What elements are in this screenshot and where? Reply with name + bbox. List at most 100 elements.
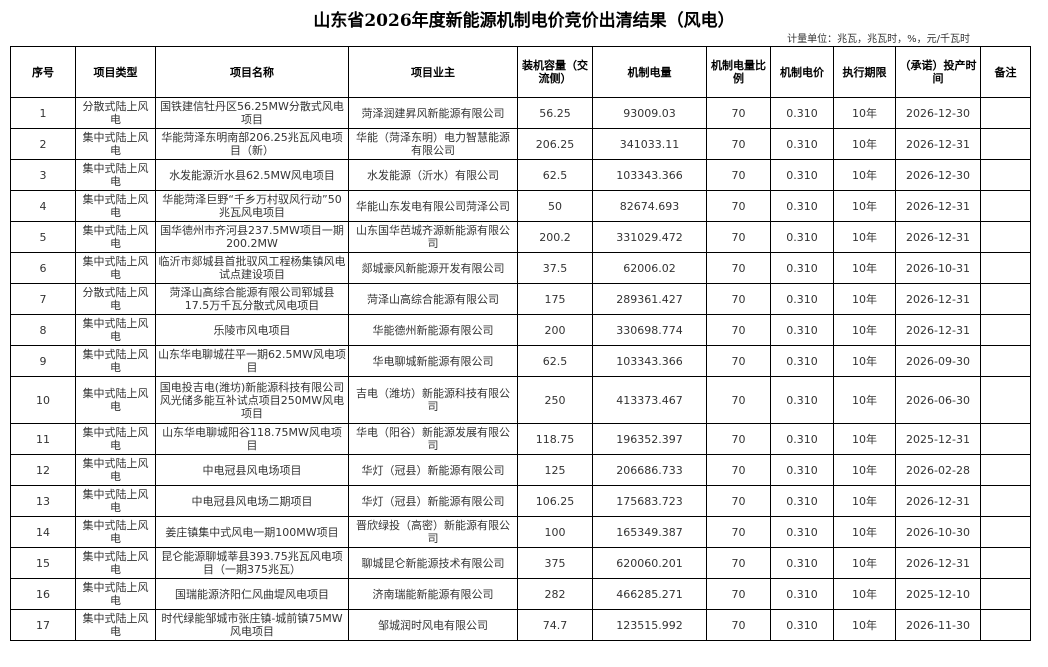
empty-cell xyxy=(980,578,1031,610)
table-cell: 10年 xyxy=(833,485,896,517)
table-cell: 华电聊城新能源有限公司 xyxy=(348,345,518,377)
table-cell: 206.25 xyxy=(517,128,593,160)
table-cell: 集中式陆上风电 xyxy=(75,578,156,610)
table-cell: 175683.723 xyxy=(592,485,707,517)
table-cell: 2026-02-28 xyxy=(895,454,981,486)
empty-cell xyxy=(980,97,1031,129)
table-cell: 341033.11 xyxy=(592,128,707,160)
table-row: 3 集中式陆上风电 水发能源沂水县62.5MW风电项目 水发能源（沂水）有限公司 62.… xyxy=(10,159,1031,191)
table-row: 1 分散式陆上风电 国铁建信牡丹区56.25MW分散式风电项目 菏泽润建昇风新能源有限… xyxy=(10,97,1031,129)
table-cell: 70 xyxy=(706,423,771,455)
table-cell: 200.2 xyxy=(517,221,593,253)
table-cell: 250 xyxy=(517,376,593,424)
empty-cell xyxy=(980,376,1031,424)
empty-cell xyxy=(980,485,1031,517)
table-cell: 62.5 xyxy=(517,159,593,191)
table-cell: 临沂市郯城县首批驭风工程杨集镇风电试点建设项目 xyxy=(155,252,349,284)
table-cell: 70 xyxy=(706,314,771,346)
table-cell: 0.310 xyxy=(770,159,834,191)
empty-cell xyxy=(980,159,1031,191)
table-cell: 2026-12-30 xyxy=(895,97,981,129)
table-cell: 2026-09-30 xyxy=(895,345,981,377)
table-row: 12 集中式陆上风电 中电冠县风电场项目 华灯（冠县）新能源有限公司 125 206686… xyxy=(10,454,1031,486)
column-header: 序号 xyxy=(10,46,76,98)
table-cell: 620060.201 xyxy=(592,547,707,579)
table-cell: 50 xyxy=(517,190,593,222)
table-cell: 集中式陆上风电 xyxy=(75,454,156,486)
column-header: 项目类型 xyxy=(75,46,156,98)
table-cell: 0.310 xyxy=(770,578,834,610)
table-cell: 华灯（冠县）新能源有限公司 xyxy=(348,454,518,486)
column-header: 项目名称 xyxy=(155,46,349,98)
header-row: 序号 项目类型 项目名称 项目业主 装机容量（交流侧） 机制电量 机制电量比例 机制电价 执行期… xyxy=(10,46,1031,98)
title: 山东省2026年度新能源机制电价竞价出清结果（风电） xyxy=(313,11,735,31)
table-cell: 10年 xyxy=(833,376,896,424)
table-cell: 昆仑能源聊城莘县393.75兆瓦风电项目（一期375兆瓦） xyxy=(155,547,349,579)
table-cell: 93009.03 xyxy=(592,97,707,129)
table-cell: 9 xyxy=(10,345,76,377)
table-cell: 2026-12-30 xyxy=(895,159,981,191)
table-cell: 集中式陆上风电 xyxy=(75,128,156,160)
table-body: 1 分散式陆上风电 国铁建信牡丹区56.25MW分散式风电项目 菏泽润建昇风新能源有限… xyxy=(10,97,1031,641)
table-cell: 70 xyxy=(706,376,771,424)
table-cell: 106.25 xyxy=(517,485,593,517)
table-cell: 华能山东发电有限公司菏泽公司 xyxy=(348,190,518,222)
column-header: 机制电价 xyxy=(770,46,834,98)
table-row: 16 集中式陆上风电 国瑞能源济阳仁风曲堤风电项目 济南瑞能新能源有限公司 282 466… xyxy=(10,578,1031,610)
table-cell: 中电冠县风电场项目 xyxy=(155,454,349,486)
table-cell: 山东国华芭城齐源新能源有限公司 xyxy=(348,221,518,253)
table-row: 10 集中式陆上风电 国电投吉电(潍坊)新能源科技有限公司风光储多能互补试点项目25… xyxy=(10,376,1031,424)
table-cell: 12 xyxy=(10,454,76,486)
table-cell: 375 xyxy=(517,547,593,579)
table-row: 15 集中式陆上风电 昆仑能源聊城莘县393.75兆瓦风电项目（一期375兆瓦） 聊城… xyxy=(10,547,1031,579)
table-cell: 10年 xyxy=(833,97,896,129)
table-cell: 集中式陆上风电 xyxy=(75,423,156,455)
column-header: （承诺）投产时间 xyxy=(895,46,981,98)
table-cell: 466285.271 xyxy=(592,578,707,610)
table-cell: 206686.733 xyxy=(592,454,707,486)
table-row: 5 集中式陆上风电 国华德州市齐河县237.5MW项目一期200.2MW 山东国华芭城… xyxy=(10,221,1031,253)
table-cell: 0.310 xyxy=(770,454,834,486)
table-cell: 70 xyxy=(706,609,771,641)
empty-cell xyxy=(980,516,1031,548)
table-row: 13 集中式陆上风电 中电冠县风电场二期项目 华灯（冠县）新能源有限公司 106.25 1… xyxy=(10,485,1031,517)
table-cell: 70 xyxy=(706,190,771,222)
table-cell: 0.310 xyxy=(770,128,834,160)
table-cell: 0.310 xyxy=(770,345,834,377)
table-cell: 2026-10-31 xyxy=(895,252,981,284)
table-cell: 4 xyxy=(10,190,76,222)
table-cell: 0.310 xyxy=(770,97,834,129)
table-cell: 分散式陆上风电 xyxy=(75,283,156,315)
table-cell: 56.25 xyxy=(517,97,593,129)
table-cell: 集中式陆上风电 xyxy=(75,314,156,346)
table-cell: 7 xyxy=(10,283,76,315)
table-cell: 165349.387 xyxy=(592,516,707,548)
empty-cell xyxy=(980,547,1031,579)
table-cell: 200 xyxy=(517,314,593,346)
table-cell: 10年 xyxy=(833,454,896,486)
table-cell: 1 xyxy=(10,97,76,129)
table-cell: 水发能源（沂水）有限公司 xyxy=(348,159,518,191)
table-cell: 0.310 xyxy=(770,609,834,641)
table-cell: 华灯（冠县）新能源有限公司 xyxy=(348,485,518,517)
table-cell: 华能德州新能源有限公司 xyxy=(348,314,518,346)
table-cell: 山东华电聊城阳谷118.75MW风电项目 xyxy=(155,423,349,455)
empty-cell xyxy=(980,423,1031,455)
table-cell: 74.7 xyxy=(517,609,593,641)
table-cell: 70 xyxy=(706,345,771,377)
table-cell: 10年 xyxy=(833,423,896,455)
table-cell: 330698.774 xyxy=(592,314,707,346)
table-cell: 17 xyxy=(10,609,76,641)
table-cell: 10年 xyxy=(833,345,896,377)
table-cell: 集中式陆上风电 xyxy=(75,252,156,284)
table-cell: 邹城润时风电有限公司 xyxy=(348,609,518,641)
table-cell: 集中式陆上风电 xyxy=(75,547,156,579)
table-cell: 0.310 xyxy=(770,376,834,424)
table-cell: 晋欣绿投（高密）新能源有限公司 xyxy=(348,516,518,548)
table-cell: 华能（菏泽东明）电力智慧能源有限公司 xyxy=(348,128,518,160)
table-cell: 2026-12-31 xyxy=(895,547,981,579)
empty-cell xyxy=(980,128,1031,160)
empty-cell xyxy=(980,283,1031,315)
table-cell: 16 xyxy=(10,578,76,610)
table-row: 2 集中式陆上风电 华能菏泽东明南部206.25兆瓦风电项目（新） 华能（菏泽东明）电… xyxy=(10,128,1031,160)
